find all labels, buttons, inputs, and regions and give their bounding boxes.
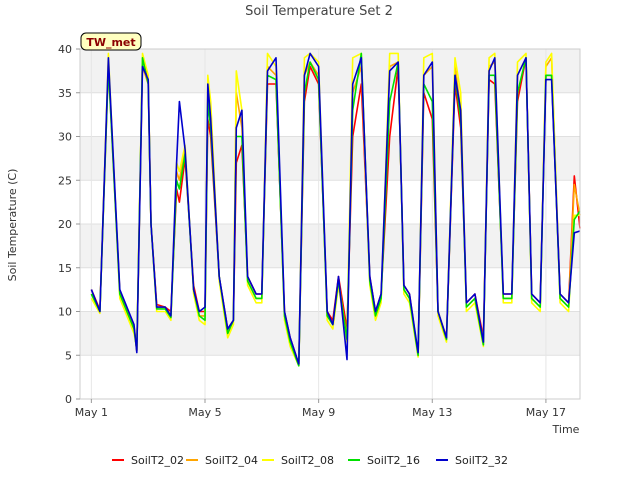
y-tick-label: 10 — [58, 306, 72, 319]
legend-label: SoilT2_04 — [205, 454, 258, 467]
y-tick-labels: 0 5 10 15 20 25 30 35 40 — [58, 43, 80, 406]
x-tick-label: May 5 — [188, 406, 221, 419]
y-axis-label: Soil Temperature (C) — [6, 169, 19, 282]
background-band — [80, 49, 580, 93]
y-tick-label: 5 — [65, 349, 72, 362]
site-tag-box — [80, 32, 142, 51]
y-tick-label: 25 — [58, 174, 72, 187]
x-tick-label: May 17 — [526, 406, 566, 419]
background-band — [80, 267, 580, 312]
site-tag-label: TW_met — [86, 36, 135, 49]
series-layer — [90, 52, 581, 367]
legend-label: SoilT2_02 — [131, 454, 184, 467]
background-bands — [80, 49, 580, 399]
legend-label: SoilT2_32 — [455, 454, 508, 467]
legend-label: SoilT2_08 — [281, 454, 334, 467]
y-tick-label: 15 — [58, 262, 72, 275]
x-tick-labels: May 1 May 5 May 9 May 13 May 17 — [75, 399, 566, 419]
series-line-SoilT2_32 — [90, 52, 581, 365]
background-band — [80, 92, 580, 137]
y-tick-label: 20 — [58, 218, 72, 231]
background-band — [80, 136, 580, 181]
x-tick-label: May 9 — [302, 406, 335, 419]
site-tag: TW_met — [80, 32, 142, 51]
background-band — [80, 224, 580, 268]
x-axis-label: Time — [552, 423, 580, 436]
y-tick-label: 30 — [58, 131, 72, 144]
legend: SoilT2_02 SoilT2_04 SoilT2_08 SoilT2_16 Soil… — [112, 454, 508, 467]
x-tick-label: May 13 — [412, 406, 452, 419]
y-tick-label: 40 — [58, 43, 72, 56]
y-tick-label: 35 — [58, 87, 72, 100]
y-tick-label: 0 — [65, 393, 72, 406]
background-band — [80, 180, 580, 224]
legend-label: SoilT2_16 — [367, 454, 420, 467]
chart-title: Soil Temperature Set 2 — [245, 4, 393, 19]
background-band — [80, 355, 580, 399]
x-tick-label: May 1 — [75, 406, 108, 419]
